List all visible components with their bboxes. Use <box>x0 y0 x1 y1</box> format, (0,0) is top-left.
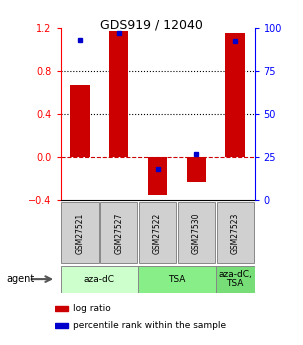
Text: GDS919 / 12040: GDS919 / 12040 <box>100 19 203 32</box>
Bar <box>55 306 68 311</box>
Text: percentile rank within the sample: percentile rank within the sample <box>73 321 226 330</box>
Text: GSM27521: GSM27521 <box>75 212 85 254</box>
Bar <box>217 203 254 263</box>
Bar <box>62 203 98 263</box>
Text: GSM27522: GSM27522 <box>153 212 162 254</box>
Bar <box>139 203 176 263</box>
Bar <box>100 203 137 263</box>
Bar <box>178 203 215 263</box>
Text: aza-dC: aza-dC <box>84 275 115 284</box>
Bar <box>148 157 167 195</box>
Text: log ratio: log ratio <box>73 304 111 313</box>
Bar <box>138 266 216 293</box>
Text: TSA: TSA <box>168 275 186 284</box>
Bar <box>187 157 206 182</box>
Bar <box>216 266 255 293</box>
Bar <box>109 31 128 157</box>
Text: GSM27527: GSM27527 <box>114 212 123 254</box>
Bar <box>70 85 90 157</box>
Text: agent: agent <box>6 274 34 284</box>
Bar <box>55 323 68 328</box>
Text: aza-dC,
TSA: aza-dC, TSA <box>218 270 252 288</box>
Text: GSM27530: GSM27530 <box>192 212 201 254</box>
Bar <box>61 266 138 293</box>
Text: GSM27523: GSM27523 <box>231 212 240 254</box>
Bar <box>225 33 245 157</box>
